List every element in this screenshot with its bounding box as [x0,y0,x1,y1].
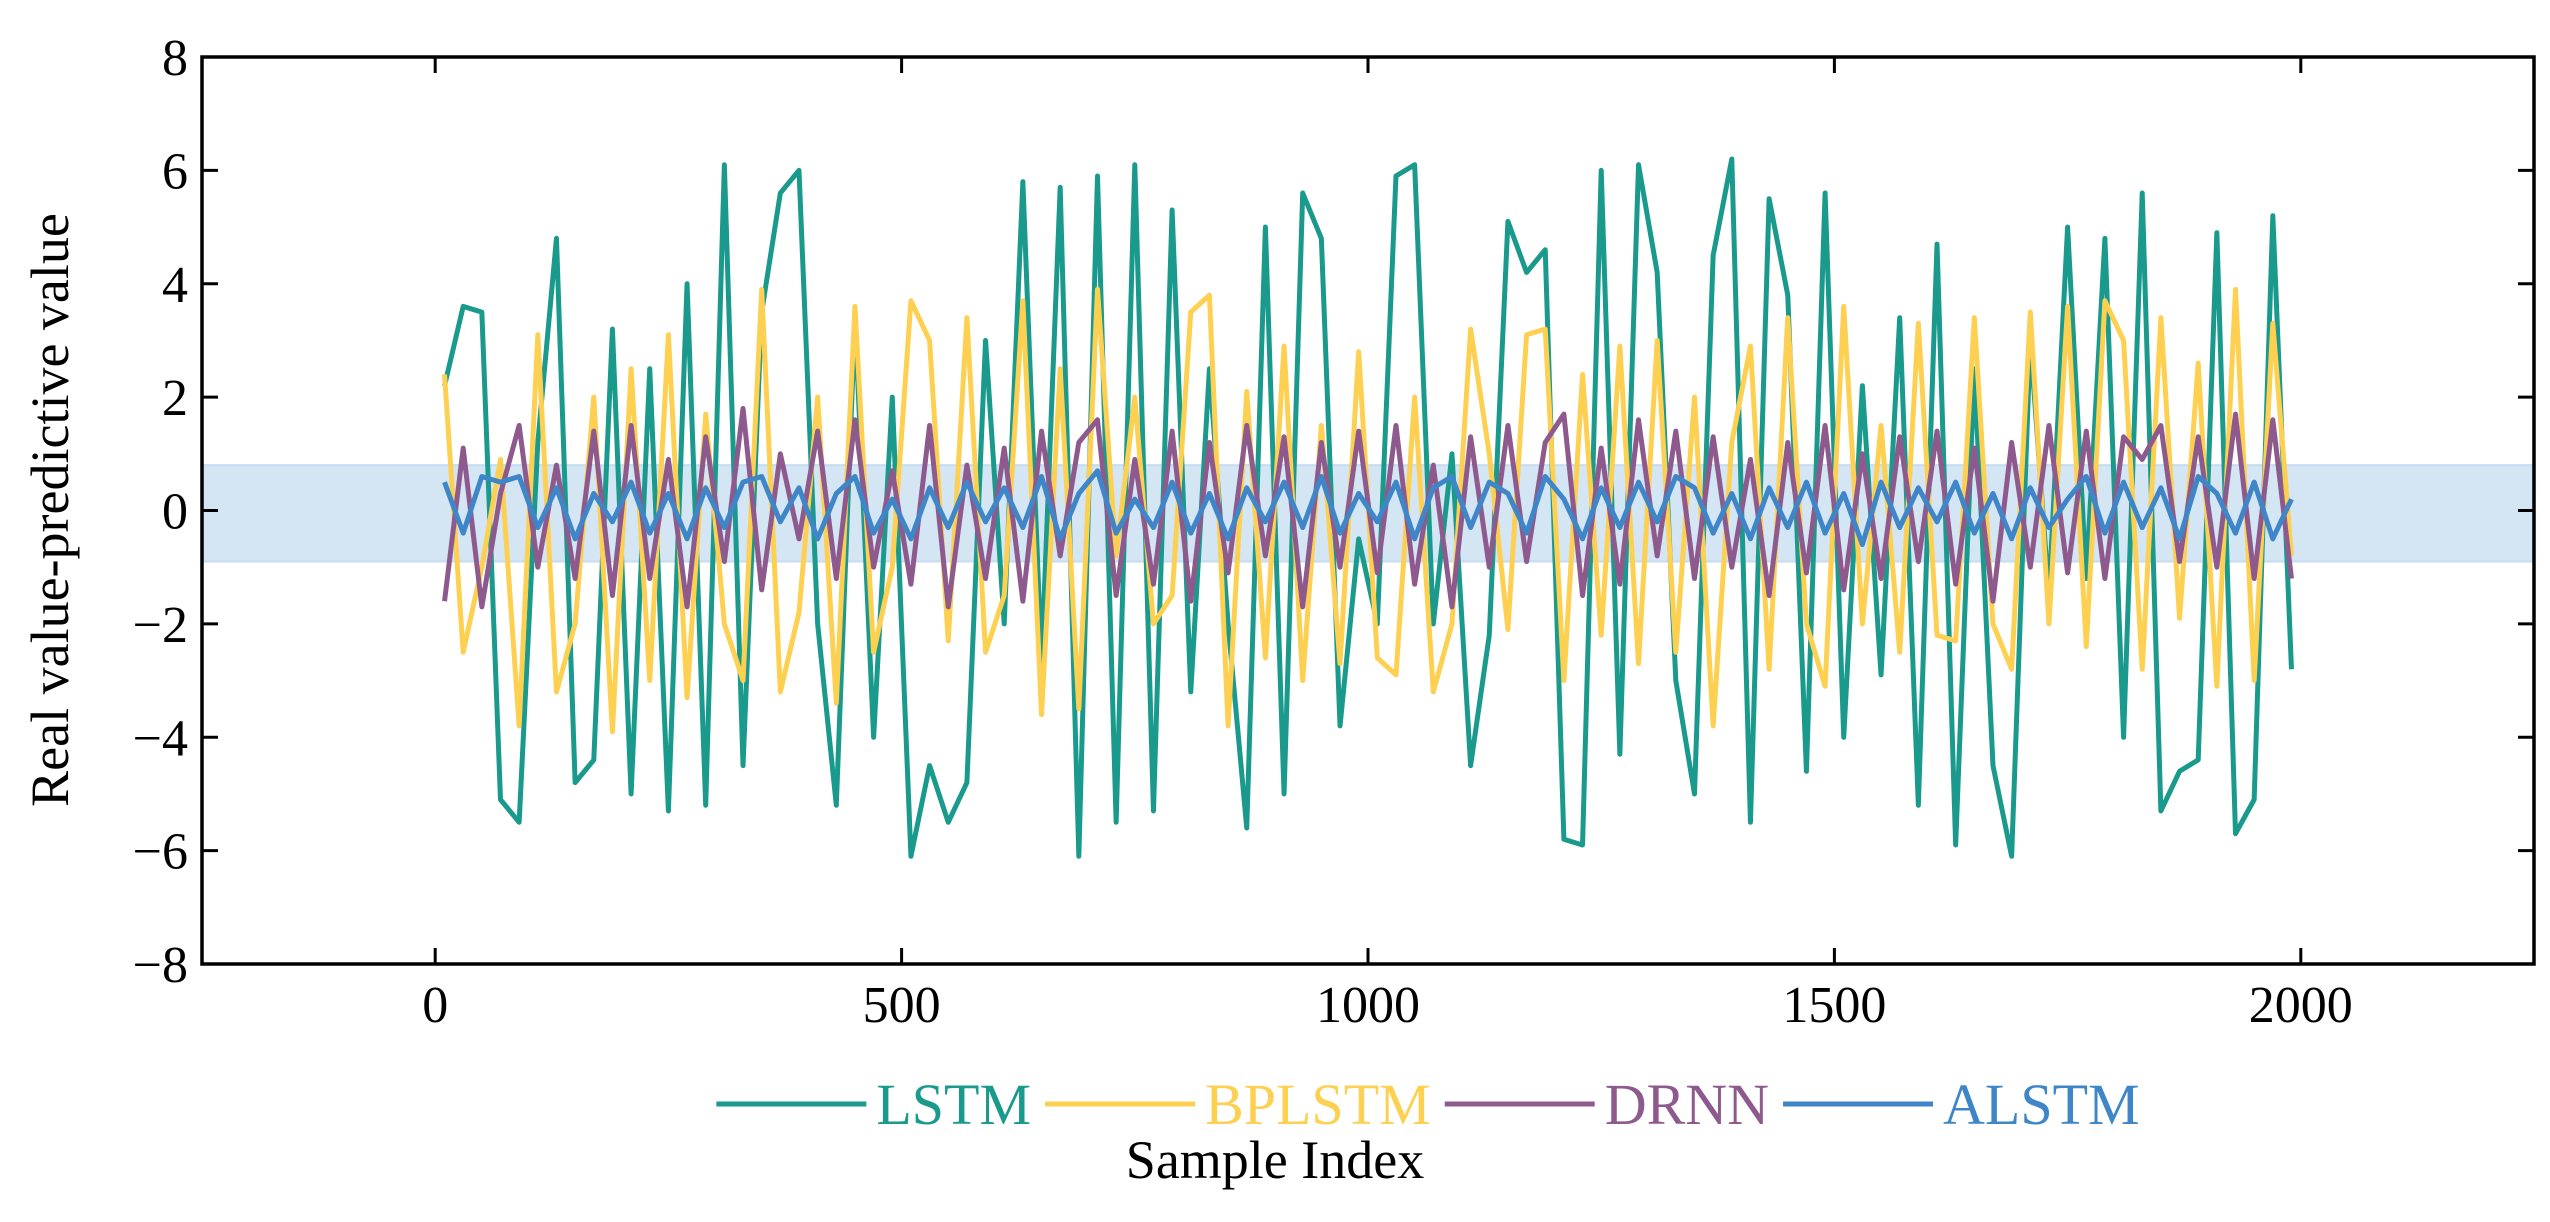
legend-label: ALSTM [1943,1072,2140,1137]
y-axis-label: Real value-predictive value [20,213,80,807]
y-tick-label: −2 [133,597,188,654]
x-tick-label: 2000 [2249,977,2353,1034]
legend-label: BPLSTM [1205,1072,1431,1137]
legend-label: LSTM [876,1072,1031,1137]
series-line [442,156,2294,859]
x-tick-label: 0 [422,977,448,1034]
x-tick-label: 500 [863,977,941,1034]
y-tick-label: −8 [133,937,188,994]
y-tick-label: 6 [162,143,188,200]
x-tick-label: 1500 [1782,977,1886,1034]
x-tick-label: 1000 [1316,977,1420,1034]
x-axis-label: Sample Index [1126,1130,1424,1190]
series-line [442,468,2294,548]
y-tick-label: −6 [133,824,188,881]
y-tick-label: 0 [162,484,188,541]
legend: LSTM BPLSTM DRNN ALSTM [716,1072,2140,1137]
y-tick-label: −4 [133,710,188,767]
y-tick-label: 8 [162,30,188,87]
series-line [442,405,2294,610]
y-tick-label: 2 [162,370,188,427]
legend-label: DRNN [1605,1072,1769,1137]
y-tick-label: 4 [162,257,188,314]
